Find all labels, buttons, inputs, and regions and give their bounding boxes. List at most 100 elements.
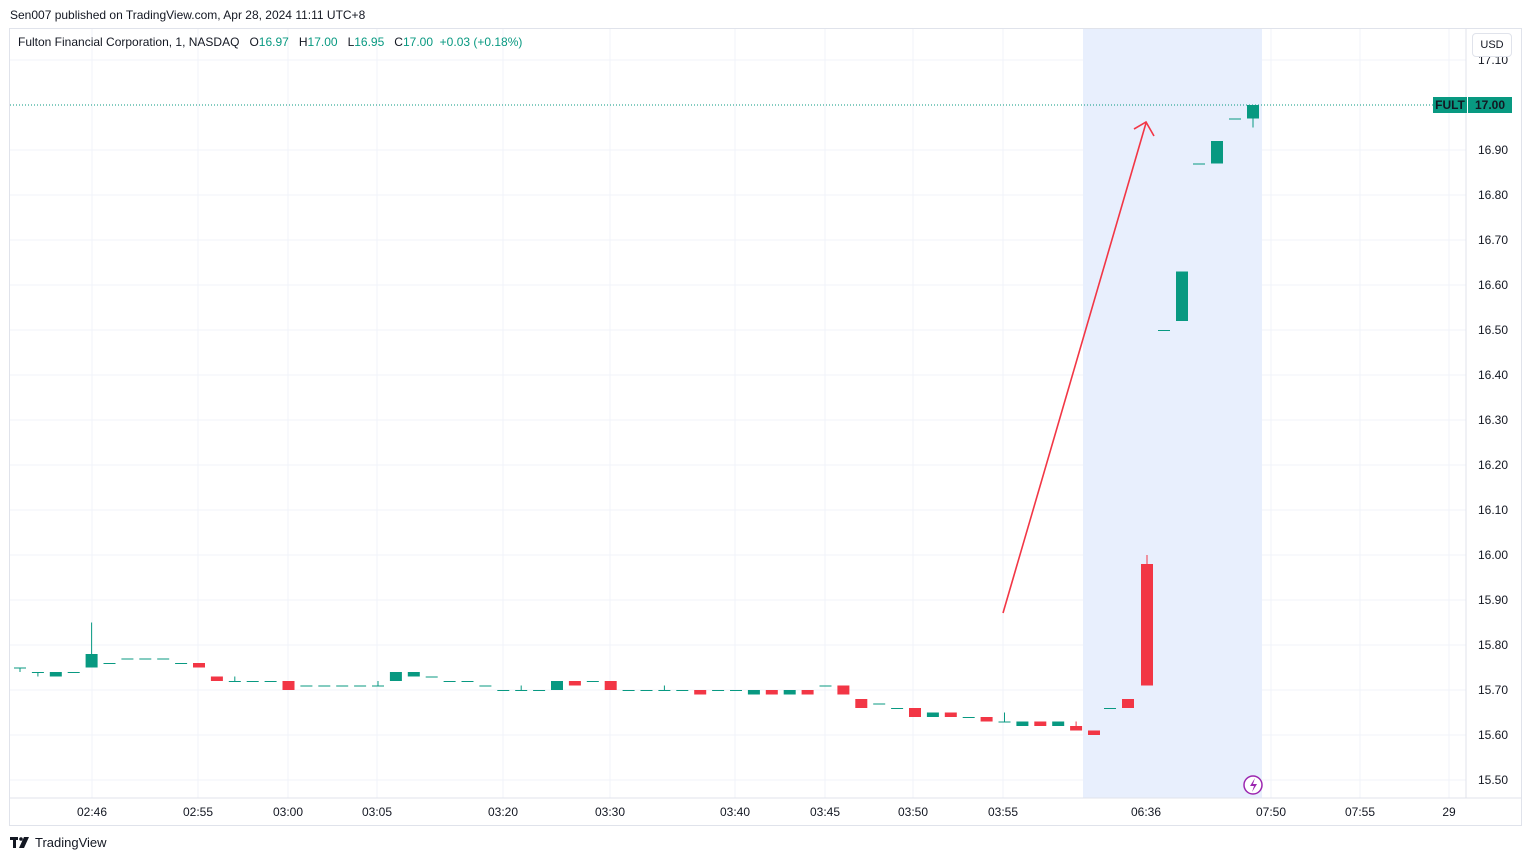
change-value: +0.03 (+0.18%): [439, 35, 523, 49]
time-tick-label: 07:55: [1345, 805, 1375, 819]
candle: [67, 672, 80, 673]
price-tick-label: 16.20: [1478, 458, 1508, 472]
price-tick-label: 16.30: [1478, 413, 1508, 427]
candle-body: [640, 690, 653, 691]
time-tick-label: 06:36: [1131, 805, 1161, 819]
price-tick-label: 16.70: [1478, 233, 1508, 247]
candle-body: [372, 685, 384, 687]
candle: [658, 685, 671, 691]
candle-body: [1088, 730, 1100, 735]
candle: [944, 712, 957, 717]
candle: [730, 690, 742, 691]
price-tag-price-bg: [1468, 97, 1512, 113]
candle: [855, 699, 868, 708]
candle-body: [1122, 699, 1134, 708]
candle: [443, 681, 456, 682]
candle-body: [747, 690, 760, 695]
candle-body: [944, 712, 957, 717]
candle-body: [246, 681, 259, 682]
candle: [300, 685, 313, 687]
candle: [533, 690, 546, 691]
candle-body: [909, 708, 921, 717]
candle-body: [712, 690, 725, 691]
candle: [49, 672, 62, 677]
candle: [586, 681, 599, 682]
flash-icon[interactable]: [1243, 775, 1263, 795]
last-price-tag: FULT 17.00: [1433, 97, 1512, 113]
candle: [676, 690, 689, 691]
candle: [1070, 721, 1083, 731]
candle: [801, 690, 814, 695]
candle-body: [193, 663, 205, 668]
candle: [747, 690, 760, 695]
candle: [210, 676, 223, 681]
price-tick-label: 16.90: [1478, 143, 1508, 157]
candle: [909, 708, 921, 717]
candle: [407, 672, 420, 677]
candle: [1176, 271, 1188, 321]
candle: [157, 658, 170, 660]
candle: [712, 690, 725, 691]
time-tick-label: 03:40: [720, 805, 750, 819]
candle-body: [568, 681, 581, 686]
candle: [103, 663, 116, 664]
candle: [837, 685, 850, 695]
candle-body: [1052, 721, 1065, 726]
candle-body: [318, 685, 331, 687]
candle: [497, 690, 510, 691]
candle: [1158, 330, 1170, 331]
candle-body: [1247, 105, 1259, 119]
candle: [1193, 163, 1205, 165]
candle-body: [1141, 564, 1153, 686]
currency-button[interactable]: USD: [1472, 33, 1512, 57]
candle-body: [873, 703, 886, 705]
candle-body: [228, 681, 241, 682]
high-value: 17.00: [307, 35, 338, 49]
time-tick-label: 03:55: [988, 805, 1018, 819]
candle-body: [1193, 163, 1205, 165]
price-tick-label: 16.40: [1478, 368, 1508, 382]
time-tick-label: 03:50: [898, 805, 928, 819]
candle: [604, 681, 617, 690]
low-value: 16.95: [354, 35, 385, 49]
candle-body: [604, 681, 617, 690]
open-label: O: [249, 35, 259, 49]
candle: [1052, 721, 1065, 726]
candle-body: [139, 658, 152, 660]
candle-body: [49, 672, 62, 677]
candle: [551, 681, 563, 690]
arrow-head: [1133, 120, 1155, 137]
time-axis[interactable]: 02:46 02:55 03:00 03:05 03:20 03:30 03:40 03:45…: [77, 805, 1456, 819]
candle: [819, 685, 832, 687]
price-tick-label: 15.50: [1478, 773, 1508, 787]
tradingview-footer[interactable]: TradingView: [10, 835, 107, 850]
candle-body: [210, 676, 223, 681]
candle-body: [407, 672, 420, 677]
candle-body: [730, 690, 742, 691]
candle-body: [1158, 330, 1170, 331]
candle-body: [354, 685, 367, 687]
candle: [1211, 141, 1223, 164]
symbol-name: Fulton Financial Corporation, 1, NASDAQ: [18, 35, 240, 49]
candle-body: [282, 681, 295, 690]
price-axis[interactable]: 17.1016.9016.8016.7016.6016.5016.4016.30…: [1478, 53, 1508, 787]
candle-body: [157, 658, 170, 660]
candle: [515, 685, 528, 691]
price-tick-label: 16.50: [1478, 323, 1508, 337]
symbol-legend[interactable]: Fulton Financial Corporation, 1, NASDAQ …: [18, 35, 522, 49]
candle: [568, 681, 581, 686]
trend-arrow[interactable]: [1002, 120, 1155, 614]
candle-body: [658, 690, 671, 691]
candle-body: [14, 667, 26, 669]
candle: [1034, 721, 1047, 726]
candle-body: [461, 681, 474, 682]
price-tick-label: 15.70: [1478, 683, 1508, 697]
candle-body: [1104, 708, 1116, 709]
candle: [980, 717, 993, 722]
candle-body: [425, 676, 438, 678]
open-value: 16.97: [258, 35, 289, 49]
candle: [783, 690, 796, 695]
candle: [1141, 555, 1153, 686]
candle: [1088, 730, 1100, 735]
